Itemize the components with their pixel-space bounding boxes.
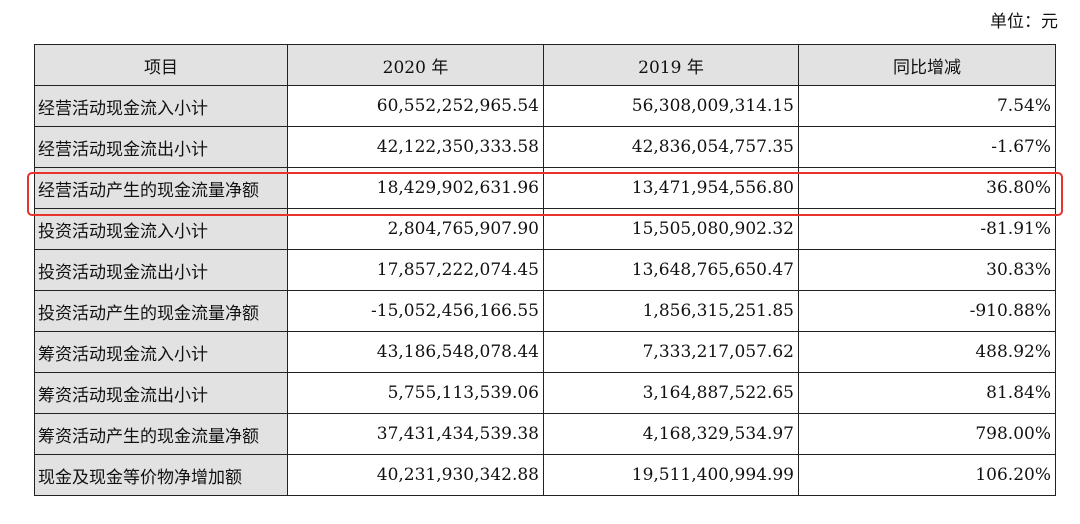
row-value-2019: 13,648,765,650.47 xyxy=(543,249,799,291)
row-item: 现金及现金等价物净增加额 xyxy=(34,454,288,496)
table-row: 经营活动现金流出小计 42,122,350,333.58 42,836,054,… xyxy=(34,126,1056,168)
row-item: 筹资活动现金流入小计 xyxy=(34,331,288,373)
row-value-2020: 40,231,930,342.88 xyxy=(287,454,544,496)
table-row-highlighted: 经营活动产生的现金流量净额 18,429,902,631.96 13,471,9… xyxy=(34,167,1056,209)
row-value-2020: 37,431,434,539.38 xyxy=(287,413,544,455)
row-yoy: 7.54% xyxy=(798,85,1056,127)
row-value-2020: 42,122,350,333.58 xyxy=(287,126,544,168)
row-item: 投资活动现金流出小计 xyxy=(34,249,288,291)
row-value-2020: 17,857,222,074.45 xyxy=(287,249,544,291)
row-yoy: 106.20% xyxy=(798,454,1056,496)
row-item: 投资活动现金流入小计 xyxy=(34,208,288,250)
row-value-2019: 4,168,329,534.97 xyxy=(543,413,799,455)
row-yoy: 81.84% xyxy=(798,372,1056,414)
row-yoy: 36.80% xyxy=(798,167,1056,209)
row-yoy: 798.00% xyxy=(798,413,1056,455)
table-row: 筹资活动产生的现金流量净额 37,431,434,539.38 4,168,32… xyxy=(34,413,1056,455)
header-item: 项目 xyxy=(34,44,288,86)
row-item: 经营活动产生的现金流量净额 xyxy=(34,167,288,209)
row-value-2019: 42,836,054,757.35 xyxy=(543,126,799,168)
row-value-2019: 56,308,009,314.15 xyxy=(543,85,799,127)
table-row: 经营活动现金流入小计 60,552,252,965.54 56,308,009,… xyxy=(34,85,1056,127)
table-row: 投资活动现金流出小计 17,857,222,074.45 13,648,765,… xyxy=(34,249,1056,291)
row-value-2019: 19,511,400,994.99 xyxy=(543,454,799,496)
row-value-2020: 60,552,252,965.54 xyxy=(287,85,544,127)
row-value-2019: 3,164,887,522.65 xyxy=(543,372,799,414)
header-yoy: 同比增减 xyxy=(798,44,1056,86)
table-row: 筹资活动现金流入小计 43,186,548,078.44 7,333,217,0… xyxy=(34,331,1056,373)
table-row: 筹资活动现金流出小计 5,755,113,539.06 3,164,887,52… xyxy=(34,372,1056,414)
row-item: 筹资活动产生的现金流量净额 xyxy=(34,413,288,455)
row-item: 筹资活动现金流出小计 xyxy=(34,372,288,414)
table-row: 投资活动产生的现金流量净额 -15,052,456,166.55 1,856,3… xyxy=(34,290,1056,332)
row-value-2019: 13,471,954,556.80 xyxy=(543,167,799,209)
table-row: 现金及现金等价物净增加额 40,231,930,342.88 19,511,40… xyxy=(34,454,1056,496)
row-value-2020: 18,429,902,631.96 xyxy=(287,167,544,209)
row-yoy: 488.92% xyxy=(798,331,1056,373)
row-value-2020: 2,804,765,907.90 xyxy=(287,208,544,250)
row-value-2020: 5,755,113,539.06 xyxy=(287,372,544,414)
row-item: 经营活动现金流出小计 xyxy=(34,126,288,168)
unit-label: 单位：元 xyxy=(990,12,1058,32)
row-value-2020: -15,052,456,166.55 xyxy=(287,290,544,332)
row-value-2019: 1,856,315,251.85 xyxy=(543,290,799,332)
table-row: 投资活动现金流入小计 2,804,765,907.90 15,505,080,9… xyxy=(34,208,1056,250)
row-item: 经营活动现金流入小计 xyxy=(34,85,288,127)
cash-flow-table: 项目 2020 年 2019 年 同比增减 经营活动现金流入小计 60,552,… xyxy=(34,44,1056,496)
row-item: 投资活动产生的现金流量净额 xyxy=(34,290,288,332)
row-yoy: 30.83% xyxy=(798,249,1056,291)
row-yoy: -1.67% xyxy=(798,126,1056,168)
row-yoy: -81.91% xyxy=(798,208,1056,250)
row-value-2019: 7,333,217,057.62 xyxy=(543,331,799,373)
table-header-row: 项目 2020 年 2019 年 同比增减 xyxy=(34,44,1056,86)
row-value-2019: 15,505,080,902.32 xyxy=(543,208,799,250)
header-2020: 2020 年 xyxy=(287,44,544,86)
row-value-2020: 43,186,548,078.44 xyxy=(287,331,544,373)
row-yoy: -910.88% xyxy=(798,290,1056,332)
header-2019: 2019 年 xyxy=(543,44,799,86)
